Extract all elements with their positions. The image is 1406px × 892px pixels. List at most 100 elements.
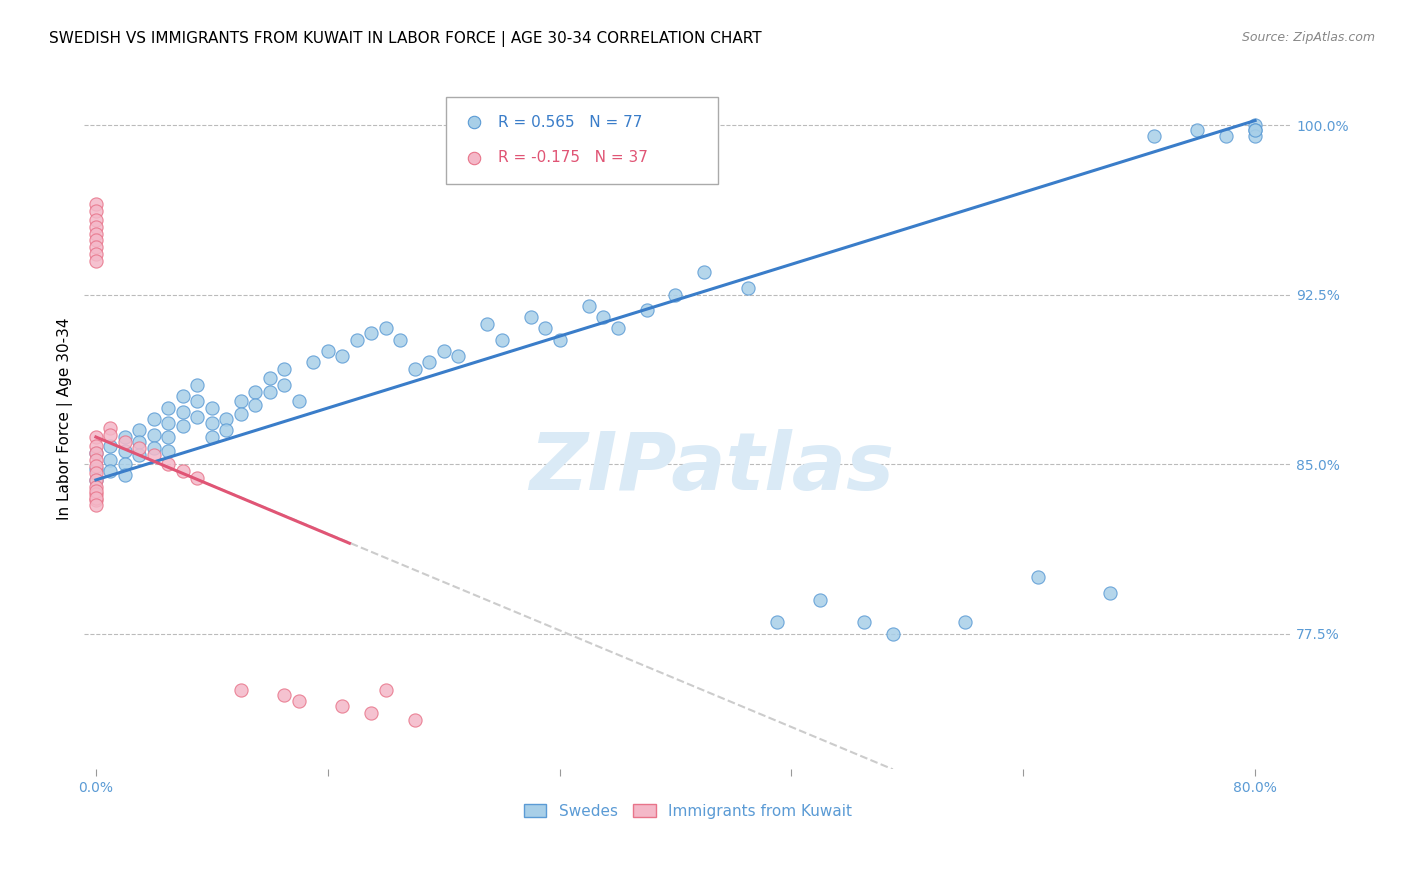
Point [84,491,107,505]
Point [259,371,281,385]
Point [519,310,541,325]
Point [215,412,238,426]
Point [229,683,252,698]
Point [215,423,238,437]
Point [404,713,426,727]
Point [664,287,686,301]
Point [548,333,571,347]
Point [1244,122,1267,136]
Point [737,281,759,295]
Point [84,446,107,460]
Point [100,421,122,435]
Point [128,434,150,449]
Y-axis label: In Labor Force | Age 30-34: In Labor Force | Age 30-34 [58,318,73,520]
Point [578,299,600,313]
Point [84,473,107,487]
Point [84,203,107,218]
Point [245,398,267,412]
Point [374,683,396,698]
Point [84,486,107,500]
Point [882,626,904,640]
Point [157,401,180,415]
Point [84,240,107,254]
Point [84,253,107,268]
Point [1099,586,1122,600]
Point [84,473,107,487]
Point [201,430,224,444]
Point [172,464,194,478]
Point [302,355,325,369]
Point [808,592,831,607]
Point [418,355,440,369]
Point [114,457,136,471]
Point [186,471,208,485]
Point [84,484,107,499]
Point [84,466,107,480]
Point [553,405,575,419]
Point [84,446,107,460]
Point [142,448,165,462]
Point [389,333,412,347]
Point [1143,129,1166,144]
Legend: Swedes, Immigrants from Kuwait: Swedes, Immigrants from Kuwait [517,797,858,825]
Point [172,405,194,419]
Point [84,213,107,227]
Point [1244,118,1267,132]
Point [100,439,122,453]
Text: R = 0.565   N = 77: R = 0.565 N = 77 [498,115,643,130]
Point [100,464,122,478]
Point [346,333,368,347]
Point [1215,129,1237,144]
Point [114,430,136,444]
Point [142,412,165,426]
Point [229,393,252,408]
Point [142,427,165,442]
Point [84,430,107,444]
Point [114,468,136,483]
Point [84,247,107,261]
Point [84,197,107,211]
Point [606,321,628,335]
Text: ZIPatlas: ZIPatlas [530,429,894,507]
Point [142,442,165,456]
Point [229,408,252,422]
Text: R = -0.175   N = 37: R = -0.175 N = 37 [498,150,648,165]
Point [186,378,208,392]
Point [316,344,339,359]
Point [287,694,309,708]
Point [84,233,107,247]
Point [404,362,426,376]
Point [1026,570,1049,584]
Point [259,384,281,399]
Point [553,292,575,306]
Point [84,459,107,474]
Text: Source: ZipAtlas.com: Source: ZipAtlas.com [1241,31,1375,45]
Point [852,615,875,630]
Point [245,384,267,399]
Point [374,321,396,335]
Point [273,362,295,376]
Point [84,498,107,512]
Point [766,615,789,630]
Point [636,303,658,318]
Point [475,317,498,331]
Point [201,417,224,431]
Point [84,461,107,475]
Text: SWEDISH VS IMMIGRANTS FROM KUWAIT IN LABOR FORCE | AGE 30-34 CORRELATION CHART: SWEDISH VS IMMIGRANTS FROM KUWAIT IN LAB… [49,31,762,47]
Point [491,333,513,347]
Point [128,423,150,437]
FancyBboxPatch shape [446,96,718,184]
Point [84,493,107,508]
Point [955,615,977,630]
Point [534,321,557,335]
Point [128,442,150,456]
Point [114,443,136,458]
Point [330,349,353,363]
Point [157,430,180,444]
Point [84,219,107,234]
Point [84,439,107,453]
Point [433,344,456,359]
Point [273,688,295,702]
Point [84,452,107,467]
Point [1185,122,1208,136]
